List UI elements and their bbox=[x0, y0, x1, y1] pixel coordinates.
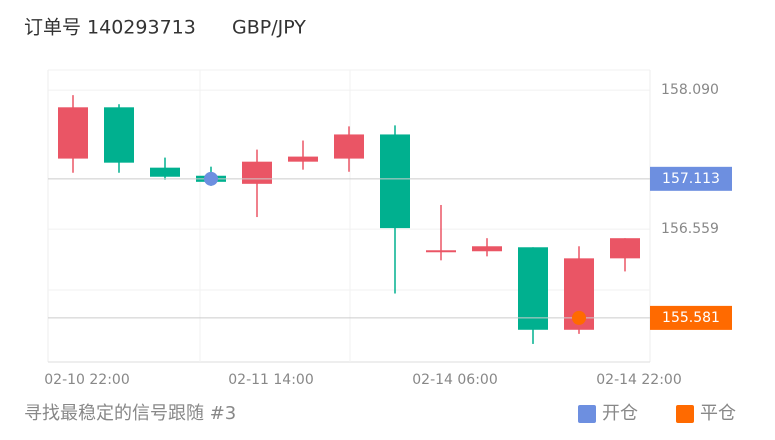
candle-body bbox=[104, 107, 134, 163]
legend-swatch bbox=[676, 405, 694, 423]
candle-body bbox=[610, 238, 640, 259]
legend-swatch bbox=[578, 405, 596, 423]
candle-body bbox=[288, 156, 318, 162]
order-number: 订单号 140293713 bbox=[24, 17, 196, 39]
trade-marker bbox=[204, 171, 218, 186]
price-box bbox=[650, 166, 732, 191]
symbol: GBP/JPY bbox=[232, 17, 306, 39]
candle-body bbox=[380, 134, 410, 229]
x-tick-label: 02-14 22:00 bbox=[596, 372, 681, 388]
x-tick-label: 02-11 14:00 bbox=[228, 372, 313, 388]
legend-label: 开仓 bbox=[602, 403, 638, 424]
candle-body bbox=[58, 107, 88, 159]
price-box-label: 157.113 bbox=[662, 171, 720, 187]
y-tick-label: 156.559 bbox=[661, 221, 719, 237]
candle-body bbox=[426, 250, 456, 253]
x-tick-label: 02-10 22:00 bbox=[44, 372, 129, 388]
footer-text: 寻找最稳定的信号跟随 #3 bbox=[24, 403, 236, 424]
y-tick-label: 158.090 bbox=[661, 82, 719, 98]
candle-body bbox=[518, 247, 548, 330]
trade-marker bbox=[572, 310, 586, 325]
candle-body bbox=[472, 246, 502, 252]
x-tick-label: 02-14 06:00 bbox=[412, 372, 497, 388]
price-box bbox=[650, 305, 732, 330]
price-box-label: 155.581 bbox=[662, 310, 720, 326]
legend-label: 平仓 bbox=[700, 403, 736, 424]
candle-body bbox=[334, 134, 364, 159]
candle-body bbox=[150, 167, 180, 177]
candle-body bbox=[242, 161, 272, 184]
